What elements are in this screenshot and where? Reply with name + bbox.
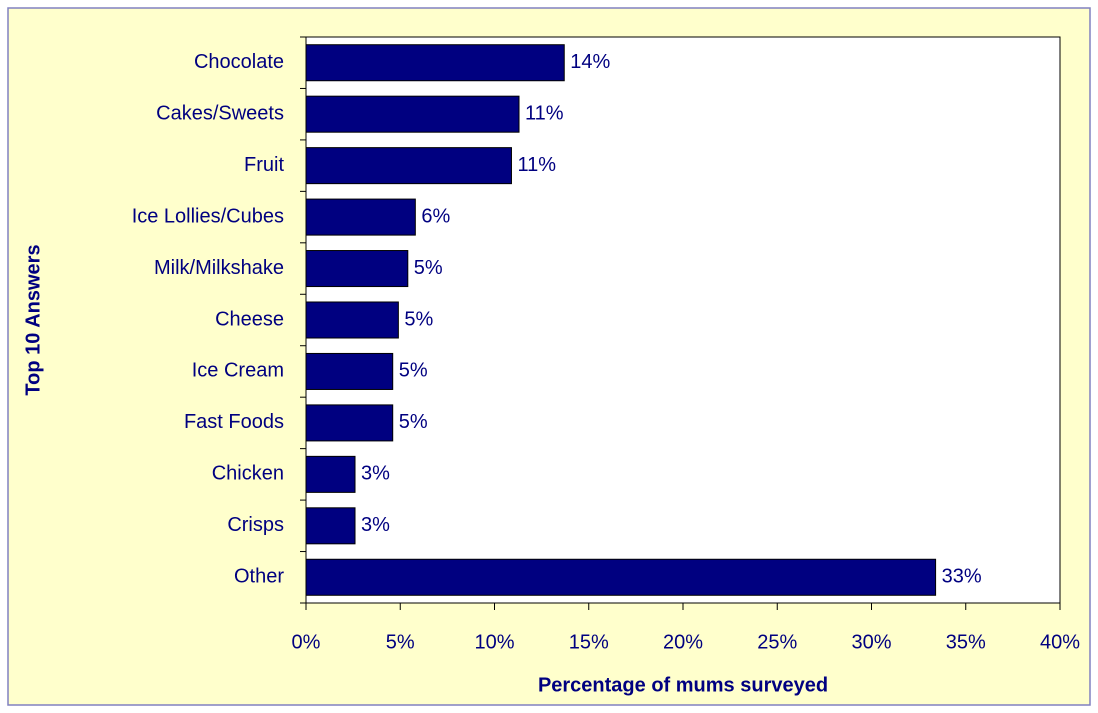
bar: [305, 301, 399, 339]
value-label: 6%: [421, 205, 450, 227]
bar: [305, 507, 356, 545]
bar: [305, 455, 356, 493]
bar: [305, 147, 512, 185]
y-tick-label: Fast Foods: [184, 411, 284, 433]
value-label: 3%: [361, 514, 390, 536]
y-tick-label: Ice Cream: [192, 360, 284, 382]
bar: [305, 250, 409, 288]
y-tick-label: Chocolate: [194, 51, 284, 73]
value-label: 11%: [517, 154, 556, 176]
x-tick-label: 20%: [663, 631, 703, 653]
bar: [305, 558, 937, 596]
bar: [305, 44, 565, 82]
value-label: 11%: [525, 102, 564, 124]
value-label: 33%: [942, 566, 982, 588]
x-tick-label: 0%: [292, 631, 321, 653]
bar: [305, 352, 394, 390]
y-tick-label: Crisps: [227, 514, 284, 536]
x-tick-label: 35%: [946, 631, 986, 653]
x-tick-label: 25%: [757, 631, 797, 653]
value-label: 5%: [404, 308, 433, 330]
y-tick-label: Cakes/Sweets: [156, 102, 284, 124]
x-tick-label: 15%: [569, 631, 609, 653]
bar: [305, 198, 416, 236]
y-tick-label: Milk/Milkshake: [154, 257, 284, 279]
y-tick-label: Ice Lollies/Cubes: [132, 205, 284, 227]
value-label: 3%: [361, 463, 390, 485]
value-label: 5%: [399, 411, 428, 433]
value-label: 5%: [399, 360, 428, 382]
value-label: 14%: [570, 51, 610, 73]
y-tick-label: Other: [234, 566, 284, 588]
value-label: 5%: [414, 257, 443, 279]
x-tick-label: 40%: [1040, 631, 1080, 653]
x-axis-title: Percentage of mums surveyed: [538, 674, 828, 696]
x-tick-label: 30%: [851, 631, 891, 653]
y-tick-label: Cheese: [215, 308, 284, 330]
y-tick-label: Fruit: [244, 154, 284, 176]
y-tick-label: Chicken: [212, 463, 284, 485]
bar: [305, 404, 394, 442]
bar: [305, 95, 520, 133]
x-tick-label: 5%: [386, 631, 415, 653]
x-tick-label: 10%: [474, 631, 514, 653]
y-axis-title: Top 10 Answers: [22, 244, 44, 395]
